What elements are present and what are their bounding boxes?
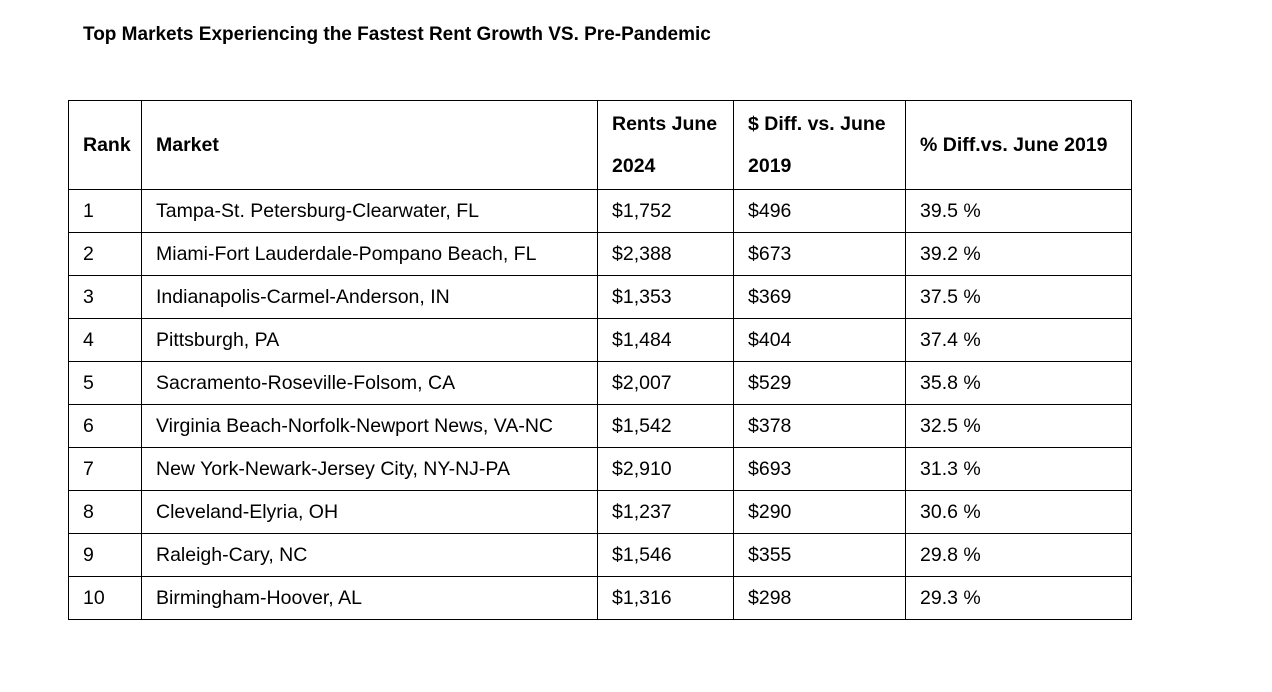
table-row: 5 Sacramento-Roseville-Folsom, CA $2,007… [68, 361, 1132, 405]
cell-rank: 5 [68, 361, 142, 405]
table-row: 7 New York-Newark-Jersey City, NY-NJ-PA … [68, 447, 1132, 491]
cell-dollar-diff: $290 [733, 490, 906, 534]
header-rank: Rank [68, 100, 142, 190]
cell-rent: $1,237 [597, 490, 734, 534]
cell-percent-diff: 37.4 % [905, 318, 1132, 362]
cell-percent-diff: 39.2 % [905, 232, 1132, 276]
cell-percent-diff: 39.5 % [905, 189, 1132, 233]
cell-dollar-diff: $693 [733, 447, 906, 491]
cell-rent: $2,910 [597, 447, 734, 491]
cell-percent-diff: 32.5 % [905, 404, 1132, 448]
cell-dollar-diff: $298 [733, 576, 906, 620]
table-row: 9 Raleigh-Cary, NC $1,546 $355 29.8 % [68, 533, 1132, 577]
cell-rank: 3 [68, 275, 142, 319]
cell-rank: 1 [68, 189, 142, 233]
cell-market: Pittsburgh, PA [141, 318, 598, 362]
page-title: Top Markets Experiencing the Fastest Ren… [83, 24, 711, 45]
cell-percent-diff: 31.3 % [905, 447, 1132, 491]
cell-dollar-diff: $378 [733, 404, 906, 448]
cell-rank: 6 [68, 404, 142, 448]
cell-market: New York-Newark-Jersey City, NY-NJ-PA [141, 447, 598, 491]
cell-market: Birmingham-Hoover, AL [141, 576, 598, 620]
cell-rent: $1,484 [597, 318, 734, 362]
cell-rent: $2,388 [597, 232, 734, 276]
cell-rank: 10 [68, 576, 142, 620]
cell-rank: 2 [68, 232, 142, 276]
table-row: 4 Pittsburgh, PA $1,484 $404 37.4 % [68, 318, 1132, 362]
cell-dollar-diff: $496 [733, 189, 906, 233]
cell-dollar-diff: $404 [733, 318, 906, 362]
cell-rent: $2,007 [597, 361, 734, 405]
cell-market: Tampa-St. Petersburg-Clearwater, FL [141, 189, 598, 233]
cell-dollar-diff: $529 [733, 361, 906, 405]
header-dollar-diff: $ Diff. vs. June 2019 [733, 100, 906, 190]
cell-market: Cleveland-Elyria, OH [141, 490, 598, 534]
cell-rent: $1,542 [597, 404, 734, 448]
cell-market: Sacramento-Roseville-Folsom, CA [141, 361, 598, 405]
header-rents-june-2024: Rents June 2024 [597, 100, 734, 190]
rent-growth-table: Rank Market Rents June 2024 $ Diff. vs. … [68, 100, 1132, 620]
header-percent-diff: % Diff.vs. June 2019 [905, 100, 1132, 190]
cell-rent: $1,353 [597, 275, 734, 319]
cell-rank: 4 [68, 318, 142, 362]
header-market: Market [141, 100, 598, 190]
cell-rank: 9 [68, 533, 142, 577]
table-header-row: Rank Market Rents June 2024 $ Diff. vs. … [68, 100, 1132, 190]
cell-percent-diff: 35.8 % [905, 361, 1132, 405]
cell-rank: 7 [68, 447, 142, 491]
cell-dollar-diff: $369 [733, 275, 906, 319]
cell-percent-diff: 29.8 % [905, 533, 1132, 577]
cell-percent-diff: 29.3 % [905, 576, 1132, 620]
table-row: 10 Birmingham-Hoover, AL $1,316 $298 29.… [68, 576, 1132, 620]
cell-percent-diff: 30.6 % [905, 490, 1132, 534]
cell-rent: $1,752 [597, 189, 734, 233]
table-row: 6 Virginia Beach-Norfolk-Newport News, V… [68, 404, 1132, 448]
cell-dollar-diff: $673 [733, 232, 906, 276]
cell-market: Raleigh-Cary, NC [141, 533, 598, 577]
cell-rank: 8 [68, 490, 142, 534]
table-row: 1 Tampa-St. Petersburg-Clearwater, FL $1… [68, 189, 1132, 233]
table-row: 8 Cleveland-Elyria, OH $1,237 $290 30.6 … [68, 490, 1132, 534]
table-row: 3 Indianapolis-Carmel-Anderson, IN $1,35… [68, 275, 1132, 319]
cell-dollar-diff: $355 [733, 533, 906, 577]
cell-percent-diff: 37.5 % [905, 275, 1132, 319]
cell-market: Miami-Fort Lauderdale-Pompano Beach, FL [141, 232, 598, 276]
table-row: 2 Miami-Fort Lauderdale-Pompano Beach, F… [68, 232, 1132, 276]
cell-rent: $1,546 [597, 533, 734, 577]
cell-market: Indianapolis-Carmel-Anderson, IN [141, 275, 598, 319]
cell-market: Virginia Beach-Norfolk-Newport News, VA-… [141, 404, 598, 448]
cell-rent: $1,316 [597, 576, 734, 620]
